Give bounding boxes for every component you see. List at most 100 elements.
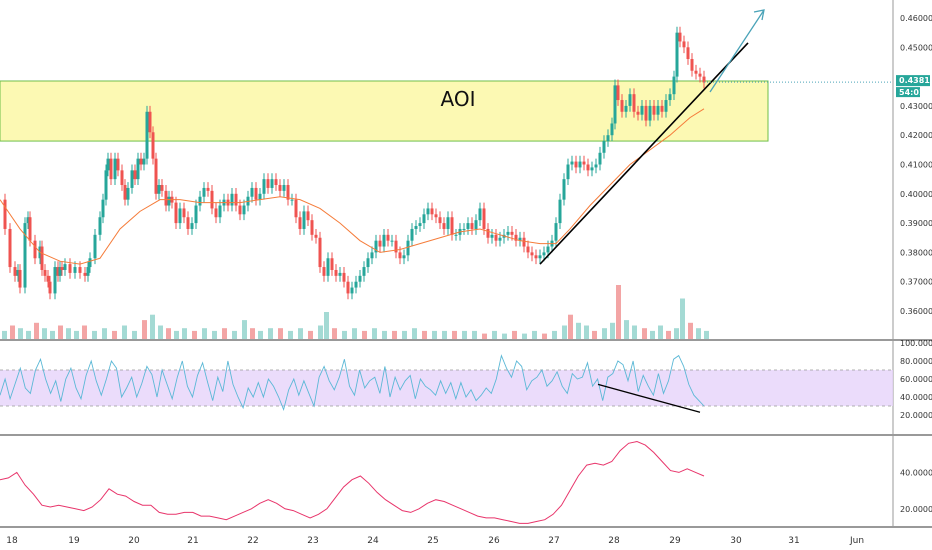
candle-body [60, 267, 64, 270]
candle-body [230, 193, 234, 206]
volume-bar [602, 328, 607, 339]
candle-body [382, 234, 386, 247]
price-tick-label: 0.45000 [900, 43, 932, 52]
date-tick-label: 25 [427, 536, 438, 546]
candle-body [218, 205, 222, 218]
volume-bar [412, 328, 417, 339]
candle-body [194, 205, 198, 224]
volume-bar [74, 330, 79, 339]
volume-bar [288, 330, 293, 339]
candle-body [238, 205, 242, 215]
price-tick-label: 0.42000 [900, 131, 932, 140]
candle-body [338, 272, 342, 276]
candle-body [302, 211, 306, 229]
candle-body [354, 281, 358, 288]
candle-body [362, 267, 366, 276]
candle-body [278, 185, 282, 191]
candle-body [386, 234, 390, 241]
candle-body [101, 199, 105, 218]
volume-bar [624, 320, 629, 339]
candle-body [104, 170, 108, 200]
candle-body [574, 161, 578, 168]
date-tick-label: 30 [730, 536, 742, 546]
volume-bar [222, 328, 227, 339]
price-tick-label: 0.36000 [900, 307, 932, 316]
candle-body [234, 193, 238, 206]
rsi-tick-label: 40.0000 [900, 393, 932, 402]
candle-body [632, 94, 636, 112]
candle-body [342, 272, 346, 282]
candle-body [298, 217, 302, 229]
candle-body [652, 105, 656, 115]
candle-body [462, 228, 466, 230]
candle-body [93, 234, 97, 259]
volume-bar [18, 328, 23, 339]
volume-bar [42, 328, 47, 339]
candle-body [514, 234, 518, 241]
rsi-divergence-line [597, 383, 701, 413]
candle-body [116, 158, 120, 171]
volume-bar [568, 314, 573, 339]
volume-bar [26, 330, 31, 339]
candle-body [120, 170, 124, 186]
candle-body [672, 76, 676, 95]
candle-body [157, 185, 161, 194]
candle-body [350, 287, 354, 294]
candle-body [694, 70, 698, 74]
candle-body [310, 220, 314, 235]
volume-bar [432, 330, 437, 339]
candle-body [702, 76, 706, 83]
candle-body [151, 132, 155, 159]
candle-body [446, 217, 450, 229]
date-tick-label: 22 [247, 536, 258, 546]
candle-body [58, 267, 62, 276]
candle-body [270, 179, 274, 188]
volume-bar [250, 328, 255, 339]
volume-bar [102, 328, 107, 339]
candle-body [582, 161, 586, 165]
volume-bar [182, 328, 187, 339]
volume-bar [696, 328, 701, 339]
candle-body [566, 164, 570, 180]
volume-bar [242, 320, 247, 339]
candle-body [466, 223, 470, 229]
candle-body [610, 123, 614, 136]
candle-body [648, 105, 652, 121]
candle-body [130, 170, 134, 188]
candle-body [686, 47, 690, 60]
aoi-zone [0, 80, 769, 142]
candle-body [16, 269, 20, 276]
candle-body [394, 240, 398, 253]
candle-body [613, 85, 617, 124]
candle-body [370, 252, 374, 259]
current-price-label: 0.43812 [899, 76, 932, 85]
volume-bar [142, 320, 147, 339]
candle-body [470, 223, 474, 229]
candle-body [454, 234, 458, 236]
volume-bar [342, 330, 347, 339]
candle-body [538, 255, 542, 259]
candle-body [98, 217, 102, 235]
volume-bar [202, 328, 207, 339]
moving-average-line [0, 108, 705, 265]
candle-body [282, 185, 286, 191]
volume-bar [632, 325, 637, 339]
volume-bar [452, 330, 457, 339]
candle-body [210, 190, 214, 209]
price-tick-label: 0.43000 [900, 102, 932, 111]
adx-tick-label: 20.0000 [900, 505, 932, 514]
date-tick-label: 26 [488, 536, 500, 546]
candle-body [486, 228, 490, 238]
candle-body [160, 185, 164, 191]
price-tick-label: 0.40000 [900, 190, 932, 199]
candle-body [358, 275, 362, 282]
candle-body [18, 269, 22, 288]
candle-body [410, 228, 414, 241]
candle-body [570, 161, 574, 165]
candle-body [402, 255, 406, 259]
candle-body [286, 185, 290, 200]
candle-body [522, 237, 526, 247]
volume-bar [704, 330, 709, 339]
candle-body [578, 161, 582, 168]
